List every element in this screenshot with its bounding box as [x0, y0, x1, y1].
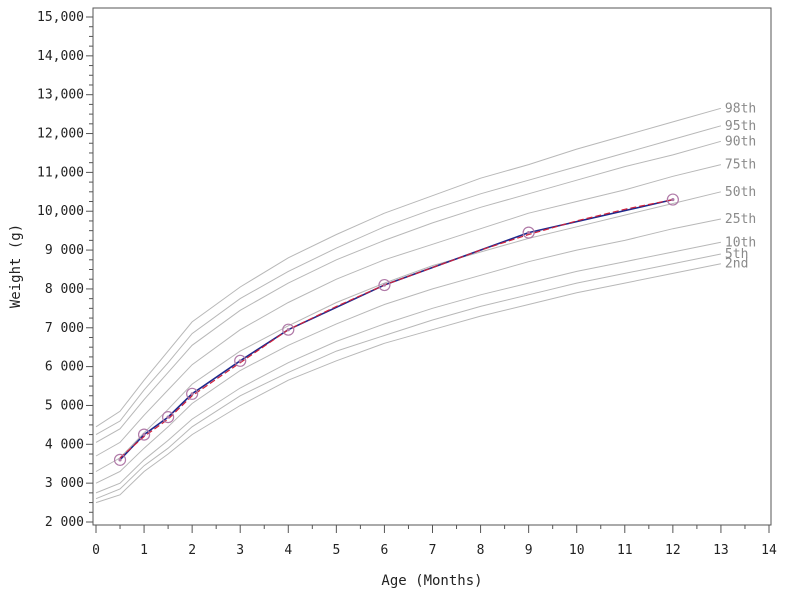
- x-tick-label: 13: [713, 543, 729, 558]
- y-tick-label: 4 000: [45, 437, 84, 452]
- x-tick-label: 4: [284, 543, 292, 558]
- percentile-curve-90th: [95, 140, 722, 443]
- percentile-curve-98th: [95, 107, 722, 428]
- y-tick-label: 5 000: [45, 398, 84, 413]
- percentile-curve-5th: [95, 253, 721, 500]
- y-axis-title: Weight (g): [8, 224, 24, 308]
- y-tick-label: 2 000: [45, 515, 84, 530]
- measurement-marker: [137, 428, 151, 441]
- y-tick-label: 10,000: [37, 204, 84, 219]
- growth-series: [113, 193, 679, 466]
- percentile-curve-2nd: [95, 263, 721, 504]
- measurement-marker: [378, 278, 391, 292]
- y-tick-label: 3 000: [45, 476, 84, 491]
- x-axis-title: Age (Months): [381, 573, 482, 589]
- measurement-marker-dot: [527, 230, 531, 235]
- percentile-label-25th: 25th: [725, 212, 756, 227]
- percentile-curve-10th: [95, 241, 721, 494]
- y-tick-label: 9 000: [45, 243, 84, 258]
- percentile-curves: [95, 107, 722, 504]
- percentile-label-2nd: 2nd: [725, 257, 748, 272]
- x-tick-label: 1: [140, 543, 148, 558]
- percentile-label-5th: 5th: [725, 247, 748, 262]
- y-tick-label: 14,000: [37, 49, 84, 64]
- fitted-weight-line: [119, 199, 674, 459]
- percentile-curve-25th: [95, 218, 721, 484]
- percentile-label-10th: 10th: [725, 235, 756, 250]
- y-tick-label: 11,000: [37, 165, 84, 180]
- measurement-marker-dot: [190, 392, 194, 396]
- percentile-label-75th: 75th: [725, 158, 756, 173]
- measurement-marker-dot: [142, 432, 146, 437]
- y-axis: 2 000 3 000 4 000 5 000 6 000 7 000 8 000 9 000…: [37, 10, 93, 530]
- measurement-marker: [162, 411, 175, 424]
- percentile-label-90th: 90th: [725, 134, 756, 149]
- measurement-marker-dot: [382, 283, 387, 287]
- y-tick-label: 7 000: [45, 321, 84, 336]
- x-tick-label: 7: [429, 543, 437, 558]
- measurement-marker: [666, 193, 679, 206]
- percentile-label-98th: 98th: [725, 101, 756, 116]
- x-tick-label: 0: [92, 543, 100, 558]
- x-tick-label: 10: [569, 543, 585, 558]
- measurement-marker: [522, 226, 535, 239]
- x-tick-label: 8: [477, 543, 485, 558]
- measurement-marker: [234, 354, 247, 367]
- measurement-marker-dot: [671, 197, 675, 202]
- y-tick-label: 15,000: [37, 10, 84, 25]
- measurement-marker: [113, 453, 127, 466]
- measurement-marker-dot: [166, 415, 170, 419]
- x-axis: 0 1 2 3 4 5 6 7 8 9 10 11 12 13 14: [92, 525, 777, 558]
- percentile-label-95th: 95th: [725, 119, 756, 134]
- x-tick-label: 12: [665, 543, 681, 558]
- percentile-curve-50th: [95, 191, 722, 472]
- percentile-label-50th: 50th: [725, 185, 756, 200]
- plot-frame: [92, 7, 772, 526]
- x-tick-label: 14: [761, 543, 777, 558]
- x-minor-ticks: [119, 525, 746, 529]
- y-tick-label: 6 000: [45, 360, 84, 375]
- x-tick-label: 5: [332, 543, 340, 558]
- x-tick-label: 6: [381, 543, 389, 558]
- measurement-marker-dot: [238, 359, 242, 363]
- measurement-marker: [186, 387, 199, 400]
- y-minor-ticks: [89, 26, 93, 513]
- y-tick-label: 12,000: [37, 127, 84, 142]
- measurement-marker-dot: [118, 458, 122, 462]
- y-tick-label: 8 000: [45, 282, 84, 297]
- measurement-marker-dot: [286, 328, 290, 332]
- percentile-curve-95th: [95, 125, 722, 436]
- x-tick-label: 9: [525, 543, 533, 558]
- measurement-marker: [282, 323, 295, 336]
- x-tick-label: 11: [617, 543, 633, 558]
- x-tick-label: 3: [236, 543, 244, 558]
- measured-weight-line: [119, 198, 674, 461]
- y-tick-label: 13,000: [37, 88, 84, 103]
- percentile-curve-75th: [95, 164, 722, 457]
- x-tick-label: 2: [188, 543, 196, 558]
